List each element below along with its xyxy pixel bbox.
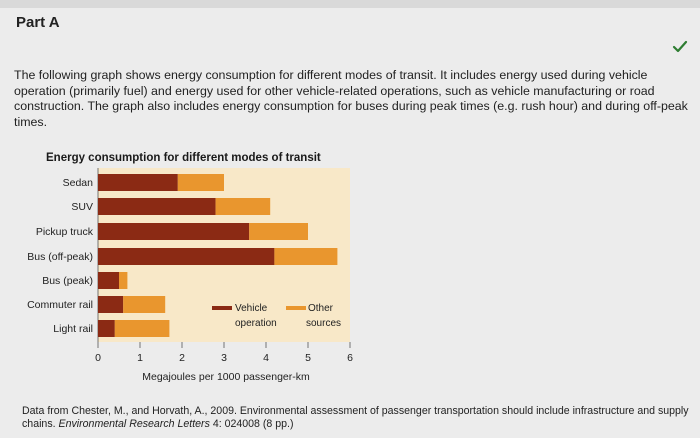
chart-title: Energy consumption for different modes o… — [46, 152, 321, 164]
y-tick-label-suv: SUV — [71, 201, 93, 213]
bar-sedan-vehicle-operation — [98, 174, 178, 191]
x-tick-label-0: 0 — [95, 352, 101, 364]
legend: Vehicle operation Other sources — [212, 303, 341, 329]
bar-bus-peak-other-sources — [119, 272, 128, 289]
y-tick-label-light-rail: Light rail — [53, 323, 93, 335]
bar-commuter-rail-vehicle-operation — [98, 296, 124, 313]
y-tick-label-sedan: Sedan — [63, 177, 94, 189]
bar-light-rail-other-sources — [114, 320, 170, 337]
legend-label-vehicle-operation-2: operation — [235, 318, 277, 329]
intro-text: The following graph shows energy consump… — [14, 68, 688, 129]
part-title: Part A — [16, 14, 60, 31]
citation: Data from Chester, M., and Horvath, A., … — [22, 405, 700, 431]
y-tick-label-bus-off-peak: Bus (off-peak) — [27, 251, 93, 263]
bar-pickup-truck-vehicle-operation — [98, 223, 250, 240]
bar-bus-off-peak-other-sources — [274, 248, 338, 265]
legend-label-vehicle-operation-1: Vehicle — [235, 303, 268, 314]
checkmark-icon — [672, 40, 688, 53]
y-tick-label-commuter-rail: Commuter rail — [27, 299, 93, 311]
x-tick-label-1: 1 — [137, 352, 143, 364]
citation-details: 4: 024008 (8 pp.) — [209, 418, 294, 430]
bar-light-rail-vehicle-operation — [98, 320, 115, 337]
x-tick-label-6: 6 — [347, 352, 353, 364]
x-tick-label-4: 4 — [263, 352, 269, 364]
citation-text: Data from Chester, M., and Horvath, A., … — [22, 405, 689, 430]
bar-bus-peak-vehicle-operation — [98, 272, 119, 289]
bar-bus-off-peak-vehicle-operation — [98, 248, 275, 265]
x-tick-label-3: 3 — [221, 352, 227, 364]
energy-chart: Energy consumption for different modes o… — [27, 152, 353, 383]
x-tick-label-5: 5 — [305, 352, 311, 364]
legend-label-other-sources-1: Other — [308, 303, 334, 314]
legend-label-other-sources-2: sources — [306, 318, 341, 329]
y-tick-label-pickup-truck: Pickup truck — [36, 226, 94, 238]
x-axis-label: Megajoules per 1000 passenger-km — [142, 371, 310, 383]
bar-suv-vehicle-operation — [98, 198, 216, 215]
citation-journal: Environmental Research Letters — [58, 418, 210, 430]
bar-sedan-other-sources — [177, 174, 224, 191]
legend-swatch-vehicle-operation — [212, 306, 232, 310]
top-bar — [0, 0, 700, 8]
bar-pickup-truck-other-sources — [249, 223, 308, 240]
y-tick-label-bus-peak: Bus (peak) — [42, 275, 93, 287]
x-tick-label-2: 2 — [179, 352, 185, 364]
bar-suv-other-sources — [215, 198, 271, 215]
bar-commuter-rail-other-sources — [123, 296, 166, 313]
legend-swatch-other-sources — [286, 306, 306, 310]
